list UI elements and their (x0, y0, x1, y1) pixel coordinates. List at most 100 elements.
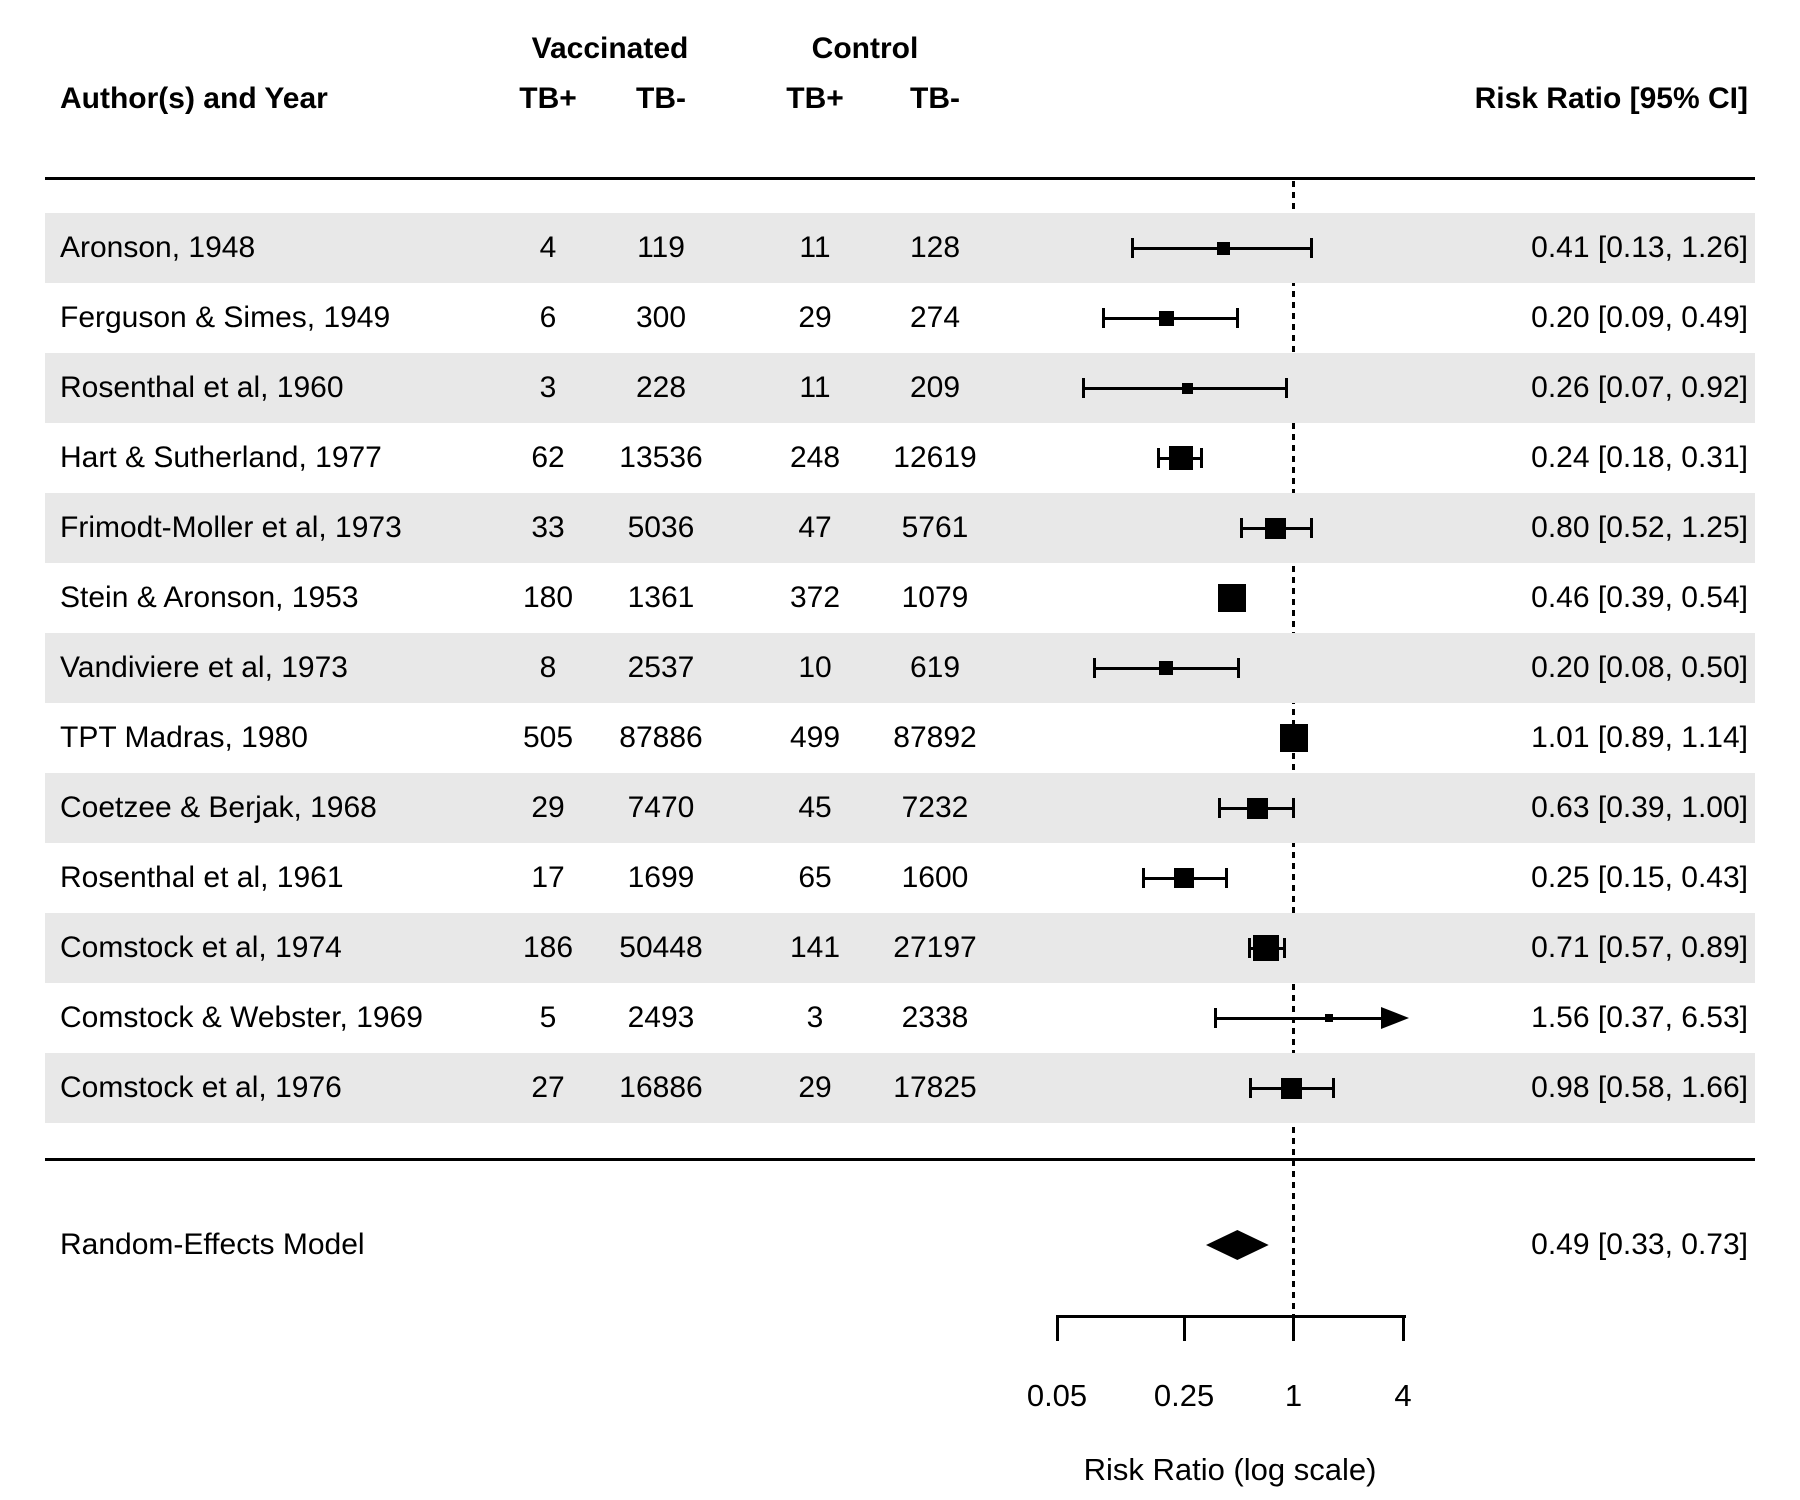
study-row: TPT Madras, 1980 505 87886 499 87892 1.01 [0.… (45, 703, 1755, 773)
ci-estimate-label: 0.80 [0.52, 1.25] (1531, 511, 1748, 544)
vacc-tb-pos-value: 8 (539, 651, 557, 684)
study-row: Coetzee & Berjak, 1968 29 7470 45 7232 0.63 [… (45, 773, 1755, 843)
ctrl-tb-pos-value: 248 (789, 441, 841, 474)
ci-cap-right (1332, 1078, 1336, 1098)
ctrl-tb-pos-value: 10 (798, 651, 832, 684)
ci-cap-right (1235, 308, 1239, 328)
ctrl-tb-pos-value: 45 (798, 791, 832, 824)
study-row: Vandiviere et al, 1973 8 2537 10 619 0.20 [0.… (45, 633, 1755, 703)
study-row: Stein & Aronson, 1953 180 1361 372 1079 0.46 … (45, 563, 1755, 633)
ci-cap-left (1130, 238, 1134, 258)
vacc-tb-neg-value: 228 (635, 371, 687, 404)
ctrl-tb-pos-value: 29 (798, 1071, 832, 1104)
vacc-tb-pos-value: 5 (539, 1001, 557, 1034)
ci-estimate-label: 0.20 [0.08, 0.50] (1531, 651, 1748, 684)
ctrl-tb-neg-value: 209 (909, 371, 961, 404)
ci-estimate-label: 0.63 [0.39, 1.00] (1531, 791, 1748, 824)
study-author: Hart & Sutherland, 1977 (60, 441, 382, 474)
ctrl-tb-pos-value: 29 (798, 301, 832, 334)
study-author: Comstock et al, 1976 (60, 1071, 342, 1104)
study-author: Aronson, 1948 (60, 231, 256, 264)
ci-estimate-label: 0.46 [0.39, 0.54] (1531, 581, 1748, 614)
x-axis-tick-label: 4 (1394, 1378, 1412, 1413)
ci-cap-right (1309, 518, 1313, 538)
x-axis-line (1057, 1315, 1406, 1318)
vacc-tb-neg-value: 13536 (619, 441, 703, 474)
summary-row: Random-Effects Model 0.49 [0.33, 0.73] (45, 1210, 1755, 1280)
x-axis-tick (1055, 1315, 1059, 1341)
study-author: TPT Madras, 1980 (60, 721, 308, 754)
vacc-tb-neg-value: 5036 (627, 511, 695, 544)
x-axis-tick-label: 0.05 (1026, 1378, 1088, 1413)
study-row: Comstock & Webster, 1969 5 2493 3 2338 1.56 [… (45, 983, 1755, 1053)
study-author: Vandiviere et al, 1973 (60, 651, 348, 684)
study-author: Rosenthal et al, 1960 (60, 371, 344, 404)
ctrl-tb-neg-value: 7232 (901, 791, 969, 824)
effect-square (1216, 241, 1230, 255)
ci-cap-left (1217, 798, 1221, 818)
ctrl-tb-neg-value: 87892 (893, 721, 977, 754)
vacc-tb-pos-value: 33 (531, 511, 565, 544)
ctrl-tb-neg-value: 1079 (901, 581, 969, 614)
vacc-tb-pos-value: 29 (531, 791, 565, 824)
ci-estimate-label: 0.41 [0.13, 1.26] (1531, 231, 1748, 264)
effect-square (1324, 1014, 1333, 1022)
effect-square (1246, 797, 1268, 819)
study-row: Frimodt-Moller et al, 1973 33 5036 47 5761 0.… (45, 493, 1755, 563)
vacc-tb-pos-value: 3 (539, 371, 557, 404)
effect-square (1174, 868, 1195, 888)
ci-whisker (1215, 1016, 1383, 1020)
vacc-tb-pos-value: 27 (531, 1071, 565, 1104)
study-row: Rosenthal et al, 1961 17 1699 65 1600 0.25 [0… (45, 843, 1755, 913)
header-rule (45, 177, 1755, 180)
effect-square (1280, 724, 1309, 752)
ctrl-tb-pos-value: 141 (789, 931, 841, 964)
column-header-ctrl-tb-pos: TB+ (786, 82, 844, 115)
ci-cap-right (1282, 938, 1286, 958)
ctrl-tb-neg-value: 619 (909, 651, 961, 684)
ctrl-tb-neg-value: 274 (909, 301, 961, 334)
ci-cap-right (1285, 378, 1289, 398)
ci-cap-left (1249, 1078, 1253, 1098)
vacc-tb-pos-value: 186 (522, 931, 574, 964)
ctrl-tb-neg-value: 27197 (893, 931, 977, 964)
x-axis-tick-label: 0.25 (1153, 1378, 1215, 1413)
ci-estimate-label: 0.25 [0.15, 0.43] (1531, 861, 1748, 894)
summary-rule (45, 1158, 1755, 1161)
study-author: Frimodt-Moller et al, 1973 (60, 511, 402, 544)
ci-cap-right (1225, 868, 1229, 888)
column-header-vacc-tb-pos: TB+ (519, 82, 577, 115)
ctrl-tb-pos-value: 3 (806, 1001, 824, 1034)
study-author: Coetzee & Berjak, 1968 (60, 791, 377, 824)
x-axis-tick (1292, 1315, 1296, 1341)
vacc-tb-pos-value: 62 (531, 441, 565, 474)
summary-estimate: 0.49 [0.33, 0.73] (1531, 1228, 1748, 1261)
study-row: Rosenthal et al, 1960 3 228 11 209 0.26 [0.07… (45, 353, 1755, 423)
column-header-author: Author(s) and Year (60, 82, 328, 115)
group-header-control: Control (811, 32, 919, 65)
ci-cap-left (1213, 1008, 1217, 1028)
effect-square (1265, 517, 1287, 539)
ctrl-tb-pos-value: 11 (799, 371, 831, 404)
ctrl-tb-neg-value: 128 (909, 231, 961, 264)
vacc-tb-neg-value: 2537 (627, 651, 695, 684)
study-row: Comstock et al, 1976 27 16886 29 17825 0.98 [… (45, 1053, 1755, 1123)
x-axis-title: Risk Ratio (log scale) (1083, 1452, 1377, 1487)
vacc-tb-neg-value: 50448 (619, 931, 703, 964)
ci-cap-left (1082, 378, 1086, 398)
study-author: Comstock et al, 1974 (60, 931, 342, 964)
column-header-risk-ratio: Risk Ratio [95% CI] (1474, 82, 1748, 115)
x-axis-tick (1401, 1315, 1405, 1341)
ci-cap-left (1092, 658, 1096, 678)
vacc-tb-neg-value: 119 (637, 231, 685, 264)
group-header-vaccinated: Vaccinated (531, 32, 689, 65)
ci-cap-right (1237, 658, 1241, 678)
study-row: Comstock et al, 1974 186 50448 141 27197 0.71… (45, 913, 1755, 983)
summary-label: Random-Effects Model (60, 1228, 365, 1261)
x-axis-tick-label: 1 (1284, 1378, 1303, 1413)
ci-cap-left (1247, 938, 1251, 958)
ctrl-tb-neg-value: 17825 (893, 1071, 977, 1104)
effect-square (1181, 382, 1193, 394)
ci-cap-right (1310, 238, 1314, 258)
ci-estimate-label: 1.56 [0.37, 6.53] (1531, 1001, 1748, 1034)
